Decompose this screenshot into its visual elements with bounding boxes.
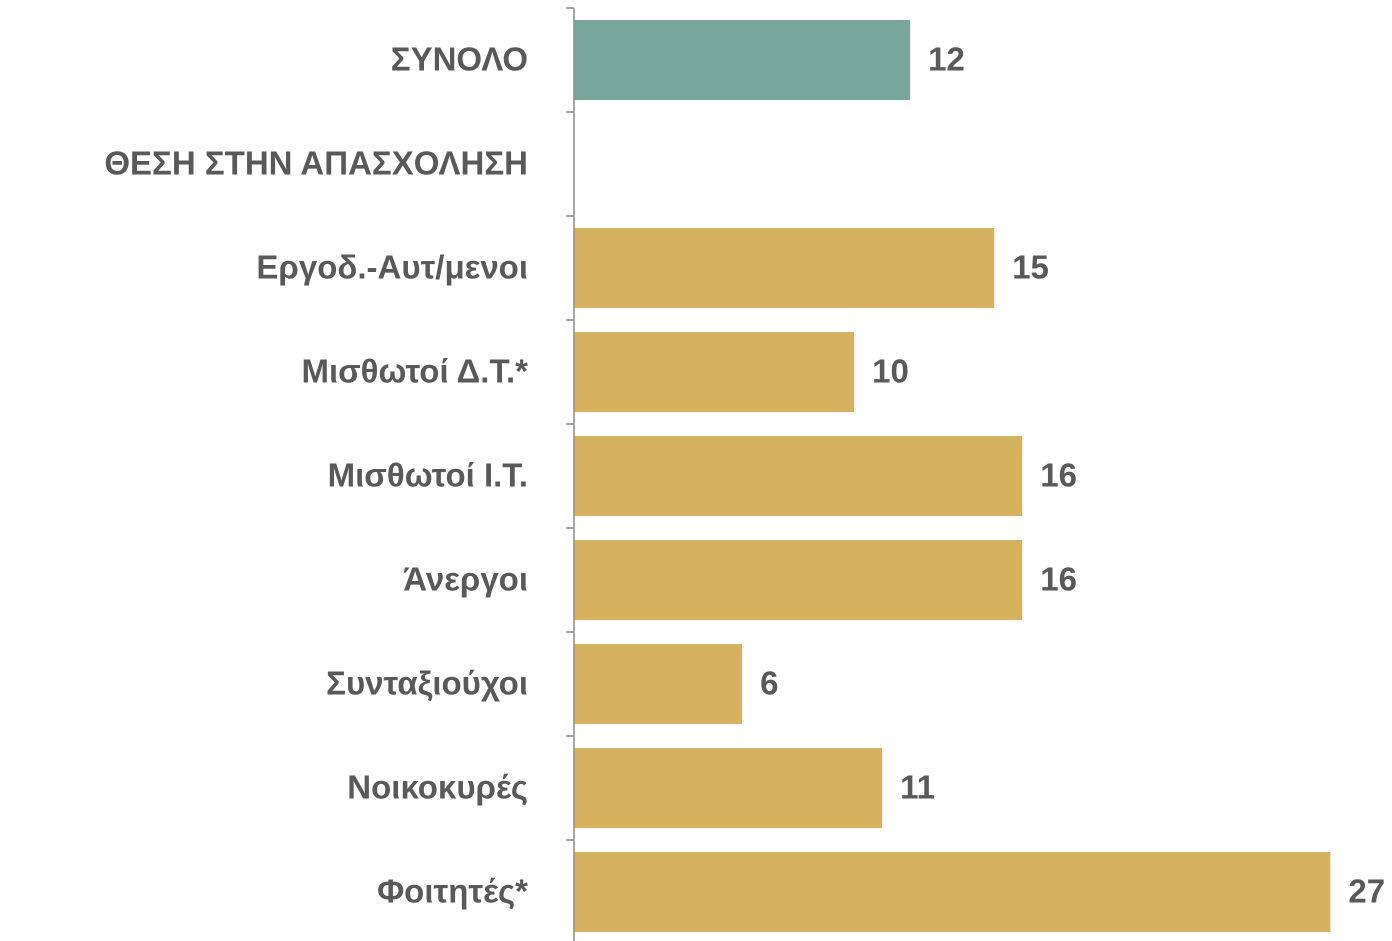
category-label: ΣΥΝΟΛΟ xyxy=(391,41,528,78)
category-label: Φοιτητές* xyxy=(377,873,528,910)
category-label: Μισθωτοί Δ.Τ.* xyxy=(301,353,528,390)
data-label: 6 xyxy=(760,665,778,702)
category-label: Άνεργοι xyxy=(403,561,528,598)
bar xyxy=(574,20,911,100)
data-label: 10 xyxy=(872,353,909,390)
bar xyxy=(574,332,855,412)
bar xyxy=(574,748,883,828)
bar xyxy=(574,540,1023,620)
category-label: Συνταξιούχοι xyxy=(326,665,528,702)
bar xyxy=(574,644,743,724)
bar xyxy=(574,228,995,308)
bar xyxy=(574,436,1023,516)
data-label: 12 xyxy=(928,41,965,78)
category-label: Νοικοκυρές xyxy=(347,769,528,806)
category-label: Εργοδ.-Αυτ/μενοι xyxy=(256,249,528,286)
bar xyxy=(574,852,1331,932)
data-label: 27 xyxy=(1348,873,1385,910)
data-label: 16 xyxy=(1040,561,1077,598)
category-label: ΘΕΣΗ ΣΤΗΝ ΑΠΑΣΧΟΛΗΣΗ xyxy=(104,145,528,182)
category-label: Μισθωτοί Ι.Τ. xyxy=(328,457,528,494)
data-label: 15 xyxy=(1012,249,1049,286)
data-label: 11 xyxy=(900,769,935,806)
data-label: 16 xyxy=(1040,457,1077,494)
